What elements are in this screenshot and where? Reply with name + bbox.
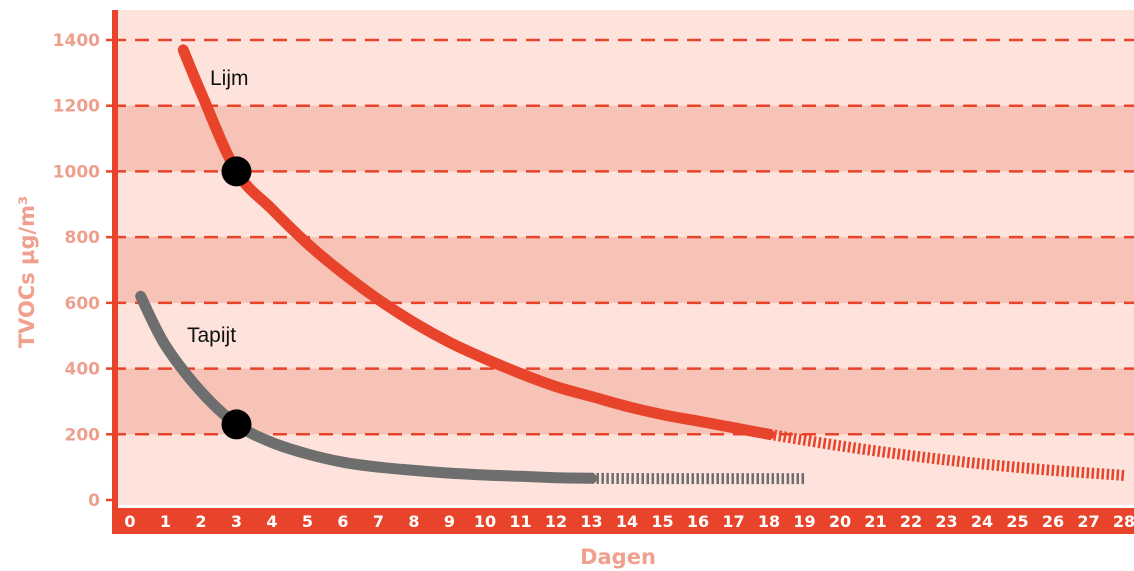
x-tick-label: 24 [971, 512, 993, 531]
y-tick-label: 1200 [53, 97, 100, 117]
x-tick-label: 18 [758, 512, 780, 531]
y-tick-labels: 0 200 400 600 800 1000 1200 1400 [53, 31, 100, 511]
x-tick-label: 3 [231, 512, 242, 531]
gridlines [112, 38, 1134, 436]
series-lines [135, 44, 1125, 485]
x-tick-label: 1 [160, 512, 171, 531]
background-bands [112, 10, 1134, 505]
x-tick-label: 14 [616, 512, 638, 531]
series-line-lijm [177, 44, 775, 440]
y-tick-label: 400 [65, 360, 101, 380]
x-tick-label: 6 [337, 512, 348, 531]
x-tick-label: 13 [580, 512, 602, 531]
series-label-lijm: Lijm [210, 67, 249, 90]
data-point-marker-lijm [221, 156, 252, 187]
x-tick-label: 12 [545, 512, 567, 531]
x-tick-label: 15 [651, 512, 673, 531]
x-tick-label: 9 [444, 512, 455, 531]
data-point-marker-tapijt [221, 409, 252, 440]
x-tick-label: 17 [722, 512, 744, 531]
shaded-band [112, 105, 1134, 172]
y-tick-label: 0 [88, 491, 100, 511]
series-line-tapijt [135, 290, 597, 484]
y-axis-title: TVOCs µg/m³ [15, 196, 39, 349]
x-tick-label: 21 [864, 512, 886, 531]
x-tick-labels: 0 1 2 3 4 5 6 7 8 9 10 11 12 13 14 15 16 17 18 19 20 21 22 23 24… [124, 512, 1134, 531]
x-tick-label: 25 [1006, 512, 1028, 531]
x-axis-band [112, 508, 1134, 534]
x-tick-label: 22 [900, 512, 922, 531]
y-tick-label: 1000 [53, 162, 100, 182]
y-axis-line [112, 10, 118, 534]
x-tick-label: 0 [124, 512, 135, 531]
shaded-band [112, 237, 1134, 303]
x-tick-label: 16 [687, 512, 709, 531]
axes [106, 10, 118, 534]
series-labels: Lijm Tapijt [187, 67, 249, 347]
series-label-tapijt: Tapijt [187, 324, 236, 347]
y-tick-label: 200 [65, 425, 101, 445]
y-tick-label: 600 [65, 294, 101, 314]
x-tick-label: 8 [408, 512, 419, 531]
x-tick-label: 2 [195, 512, 206, 531]
x-tick-label: 5 [302, 512, 313, 531]
x-tick-label: 20 [829, 512, 851, 531]
x-tick-label: 23 [935, 512, 957, 531]
x-axis-band-rect [112, 508, 1134, 534]
x-axis-title: Dagen [580, 545, 656, 569]
x-tick-label: 4 [266, 512, 277, 531]
x-tick-label: 7 [373, 512, 384, 531]
y-tick-label: 1400 [53, 31, 100, 51]
x-tick-label: 26 [1042, 512, 1064, 531]
y-tick-label: 800 [65, 228, 101, 248]
x-tick-label: 10 [474, 512, 496, 531]
x-tick-label: 27 [1077, 512, 1099, 531]
x-tick-label: 28 [1113, 512, 1134, 531]
x-tick-label: 19 [793, 512, 815, 531]
x-tick-label: 11 [509, 512, 531, 531]
